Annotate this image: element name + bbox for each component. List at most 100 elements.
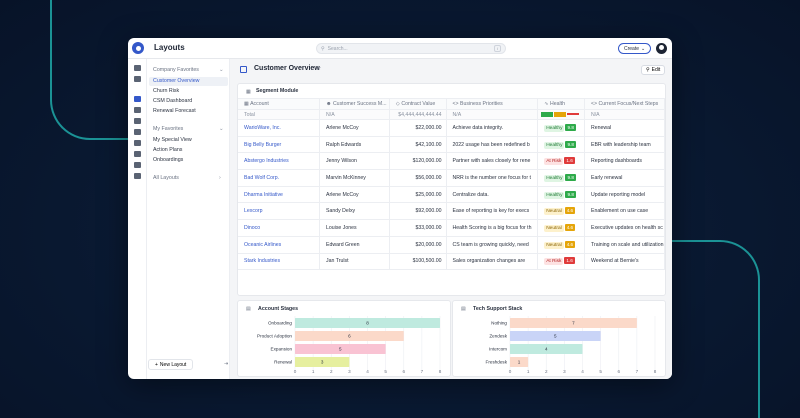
column-header-contract-value[interactable]: ◇ Contract Value — [389, 98, 447, 110]
contract-value: $22,000.00 — [389, 119, 447, 137]
sidebar-item-action-plans[interactable]: Action Plans — [153, 147, 183, 153]
sidebar-item-onboardings[interactable]: Onboardings — [153, 157, 184, 163]
company-favorites-label: Company Favorites — [153, 67, 199, 73]
reports-icon[interactable] — [134, 162, 141, 168]
users-icon[interactable] — [134, 118, 141, 124]
sidebar-item-renewal-forecast[interactable]: Renewal Forecast — [153, 108, 196, 114]
table-row[interactable]: Lexcorp Sandy Delxy $92,000.00 Ease of repo… — [238, 202, 665, 221]
sidebar-item-csm-dashboard[interactable]: CSM Dashboard — [153, 98, 193, 104]
bar-value-label: 5 — [339, 347, 342, 352]
contract-value: $33,000.00 — [389, 219, 447, 237]
health-badge: Neutral — [544, 241, 564, 249]
edit-button-label: Edit — [651, 67, 661, 73]
sidebar-nav: Company Favorites ⌄ Customer Overview Ch… — [147, 59, 230, 379]
column-label: Current Focus/Next Steps — [598, 101, 659, 107]
my-favorites-header[interactable]: My Favorites ⌄ — [153, 126, 223, 132]
decorative-glow-line — [50, 0, 150, 140]
column-header-csm[interactable]: ☻ Customer Success M... — [319, 98, 390, 110]
table-row[interactable]: Oceanic Airlines Edward Green $20,000.00 CS… — [238, 236, 665, 254]
user-avatar[interactable] — [656, 43, 667, 54]
category-label: Freshdesk — [486, 360, 508, 365]
new-layout-label: New Layout — [159, 361, 187, 368]
app-logo-icon[interactable] — [132, 42, 144, 54]
all-layouts-header[interactable]: All Layouts › — [153, 175, 221, 181]
current-focus: EBR with leadership team — [584, 136, 665, 154]
tasks-icon[interactable] — [134, 129, 141, 135]
health-cell: Neutral 4.6 — [537, 202, 585, 221]
csm-name: Jenny Wilson — [319, 152, 390, 171]
bar — [295, 331, 404, 341]
business-priorities: Centralize data. — [446, 186, 539, 204]
csm-name: Arlene McCoy — [319, 186, 390, 204]
table-row[interactable]: WarioWare, Inc. Arlene McCoy $22,000.00 Ach… — [238, 119, 665, 137]
health-score: 9.8 — [565, 123, 576, 131]
column-header-account[interactable]: ▦ Account — [238, 98, 321, 110]
chevron-down-icon: ⌄ — [641, 45, 646, 52]
column-header-focus[interactable]: <> Current Focus/Next Steps — [584, 98, 665, 110]
x-tick-label: 8 — [439, 369, 442, 374]
x-tick-label: 5 — [384, 369, 387, 374]
settings-icon[interactable] — [134, 173, 141, 179]
bar — [510, 344, 583, 354]
my-favorites-label: My Favorites — [153, 126, 184, 132]
account-link[interactable]: Lexcorp — [238, 202, 321, 221]
table-row[interactable]: Stark Industries Jan Trulst $100,500.00 Sal… — [238, 253, 665, 271]
table-icon: ▦ — [244, 101, 251, 107]
x-tick-label: 3 — [348, 369, 351, 374]
bar — [510, 318, 637, 328]
account-link[interactable]: WarioWare, Inc. — [238, 119, 321, 137]
sidebar-item-customer-overview[interactable]: Customer Overview — [149, 77, 228, 86]
sidebar-item-churn-risk[interactable]: Churn Risk — [153, 88, 180, 94]
account-link[interactable]: Abstergo Industries — [238, 152, 321, 171]
contract-value: $92,000.00 — [389, 202, 447, 221]
main-content: Customer Overview ☆ ⚲ Edit ▦ Segment Mod… — [230, 59, 672, 379]
table-row[interactable]: Dinoco Louise Jones $33,000.00 Health Scori… — [238, 219, 665, 237]
sidebar-item-my-special-view[interactable]: My Special View — [153, 137, 192, 143]
account-link[interactable]: Dinoco — [238, 219, 321, 237]
health-score: 4.6 — [564, 240, 576, 248]
layers-icon[interactable] — [134, 107, 141, 113]
layouts-icon[interactable] — [134, 96, 141, 102]
table-row[interactable]: Big Belly Burger Ralph Edwards $42,100.00 2… — [238, 136, 665, 154]
column-header-health[interactable]: ∿ Health — [537, 98, 585, 110]
health-badge: At Risk — [544, 258, 564, 266]
tech-support-stack-chart: 0 1 2 3 4 5 6 7 8 Nothing 7 Zendesk 5 Intercom 4 Freshd… — [486, 316, 657, 374]
table-row[interactable]: Abstergo Industries Jenny Wilson $120,000.… — [238, 152, 665, 171]
layout-icon — [240, 66, 247, 73]
health-cell: Neutral 4.6 — [537, 236, 585, 254]
column-header-business-priorities[interactable]: <> Business Priorities — [446, 98, 539, 110]
category-label: Product Adoption — [257, 334, 292, 339]
table-header-row: ▦ Account ☻ Customer Success M... ◇ Cont… — [238, 98, 665, 110]
current-focus: Renewal — [584, 119, 665, 137]
activity-icon[interactable] — [134, 151, 141, 157]
chart-title: Account Stages — [258, 306, 299, 312]
account-link[interactable]: Bad Wolf Corp. — [238, 169, 321, 187]
account-link[interactable]: Dharma Initiative — [238, 186, 321, 204]
bar — [510, 331, 601, 341]
home-icon[interactable] — [134, 65, 141, 71]
health-cell: At Risk 1.6 — [537, 253, 585, 271]
account-link[interactable]: Stark Industries — [238, 253, 321, 271]
table-row[interactable]: Bad Wolf Corp. Marvin McKinney $56,000.00 N… — [238, 169, 665, 187]
bell-icon[interactable] — [134, 76, 141, 82]
health-cell: Healthy 9.8 — [537, 119, 585, 137]
segment-table: ▦ Account ☻ Customer Success M... ◇ Cont… — [238, 98, 665, 271]
collapse-sidebar-icon[interactable]: ⇥ — [224, 361, 229, 367]
star-icon[interactable]: ☆ — [316, 66, 322, 72]
account-link[interactable]: Oceanic Airlines — [238, 236, 321, 254]
contract-value: $56,000.00 — [389, 169, 447, 187]
table-row[interactable]: Dharma Initiative Arlene McCoy $25,000.00 C… — [238, 186, 665, 204]
edit-button[interactable]: ⚲ Edit — [641, 65, 666, 75]
total-value: $4,444,444,444.44 — [389, 109, 447, 120]
account-link[interactable]: Big Belly Burger — [238, 136, 321, 154]
create-button[interactable]: Create ⌄ — [618, 43, 652, 54]
company-favorites-header[interactable]: Company Favorites ⌄ — [153, 67, 223, 73]
inbox-icon[interactable] — [134, 140, 141, 146]
health-score: 9.8 — [565, 140, 576, 148]
create-button-label: Create — [624, 45, 640, 52]
search-input[interactable]: ⚲ Search... / — [316, 43, 506, 54]
new-layout-button[interactable]: + New Layout — [148, 359, 194, 370]
health-score: 4.6 — [564, 223, 576, 231]
bar — [295, 344, 386, 354]
chart-title: Tech Support Stack — [473, 306, 523, 312]
